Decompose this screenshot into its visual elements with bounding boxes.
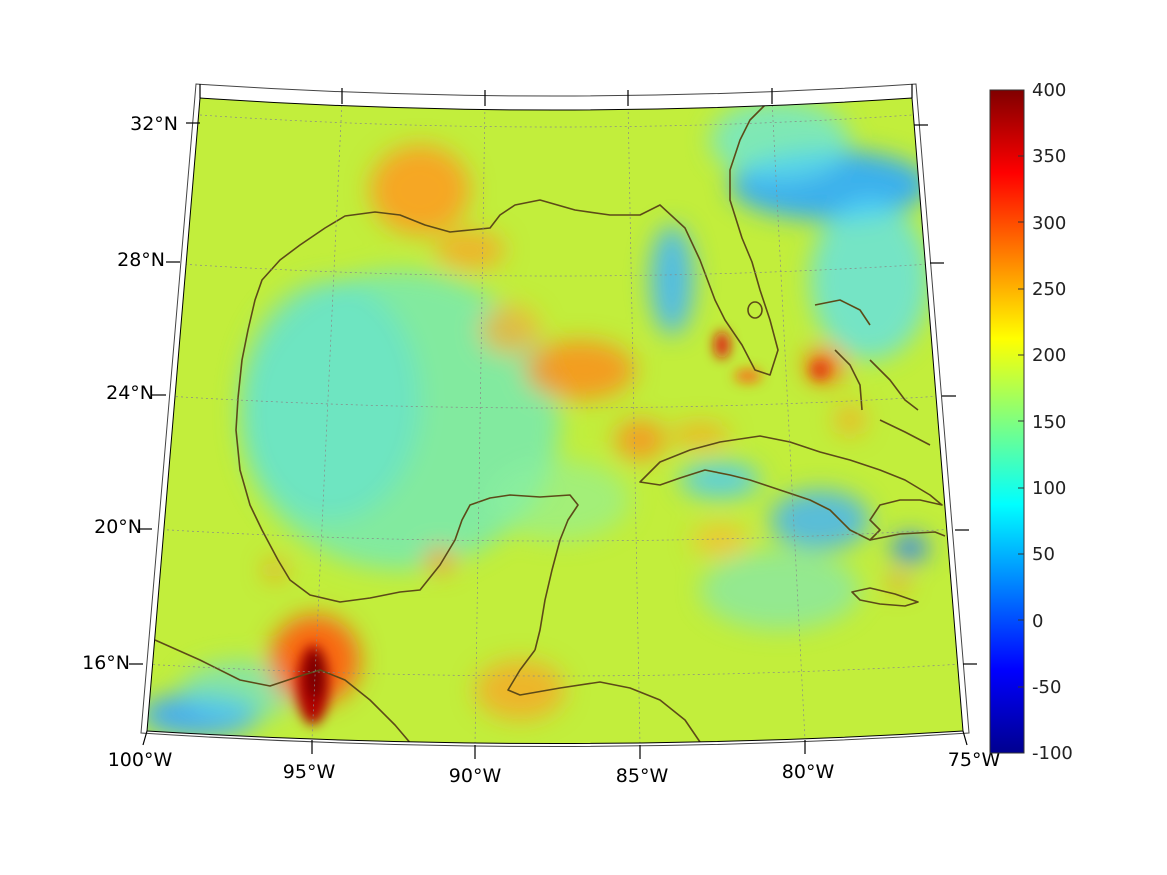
colorbar-label: -100: [1032, 743, 1073, 764]
colorbar-label: 0: [1032, 611, 1043, 632]
lon-label-95w: 95°W: [283, 761, 336, 783]
colorbar-label: 100: [1032, 478, 1066, 499]
frame-ticks: [129, 84, 977, 759]
lon-label-75w: 75°W: [948, 749, 1001, 771]
coastlines: [154, 104, 946, 744]
lon-label-90w: 90°W: [449, 765, 502, 787]
colorbar-label: 200: [1032, 345, 1066, 366]
lat-label-20n: 20°N: [94, 516, 142, 538]
colorbar-label: -50: [1032, 677, 1061, 698]
colorbar-ticks: [1018, 155, 1024, 688]
map-field: [147, 98, 963, 744]
colorbar-label: 400: [1032, 80, 1066, 101]
lon-label-80w: 80°W: [782, 761, 835, 783]
colorbar-label: 50: [1032, 544, 1055, 565]
colorbar-label: 350: [1032, 146, 1066, 167]
lat-label-28n: 28°N: [117, 249, 165, 271]
lon-label-85w: 85°W: [616, 765, 669, 787]
lat-label-32n: 32°N: [130, 113, 178, 135]
colorbar-labels: 400 350 300 250 200 150 100 50 0 -50 -10…: [1032, 80, 1073, 764]
colorbar-label: 150: [1032, 412, 1066, 433]
latitude-labels: 32°N 28°N 24°N 20°N 16°N: [82, 113, 178, 674]
lat-label-24n: 24°N: [106, 382, 154, 404]
lon-label-100w: 100°W: [108, 749, 173, 771]
longitude-labels: 100°W 95°W 90°W 85°W 80°W 75°W: [108, 749, 1001, 787]
lat-label-16n: 16°N: [82, 652, 130, 674]
colorbar: 400 350 300 250 200 150 100 50 0 -50 -10…: [989, 80, 1073, 764]
colorbar-label: 250: [1032, 279, 1066, 300]
map-frame: [140, 83, 970, 747]
colorbar-label: 300: [1032, 213, 1066, 234]
